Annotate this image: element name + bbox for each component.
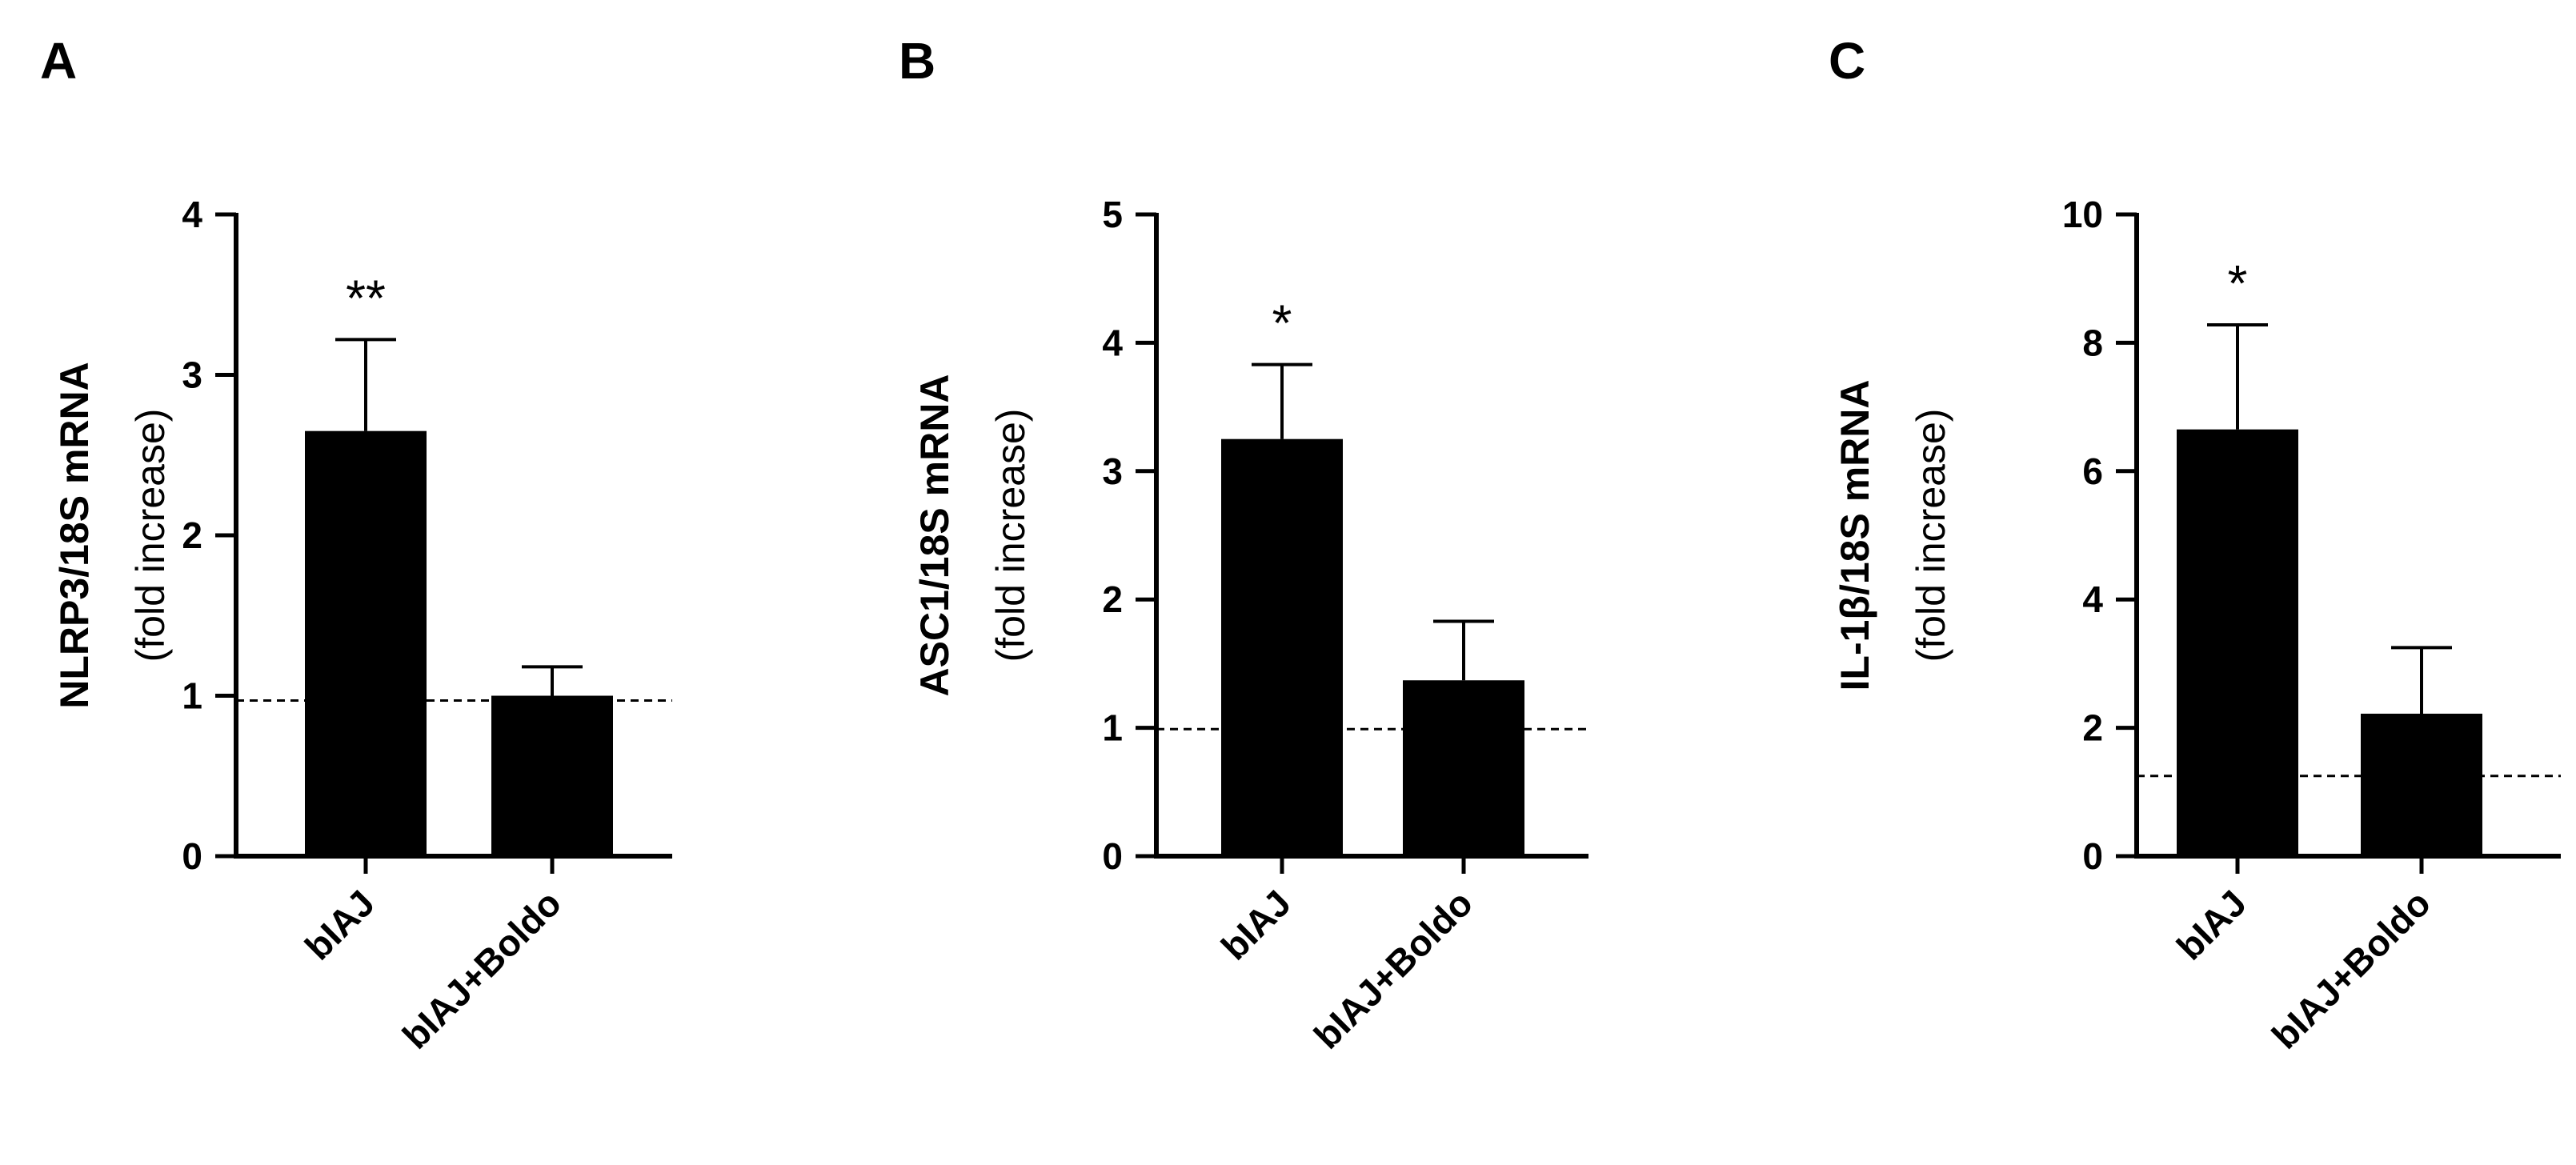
panel-c-ytick-label-2: 2 bbox=[2082, 707, 2103, 749]
panel-c-ytick-label-0: 0 bbox=[2082, 835, 2103, 877]
panel-a-ylabel-sub: (fold increase) bbox=[128, 409, 173, 663]
panel-a: A NLRP3/18S mRNA (fold increase) ** 0 1 2 3 4 bIA… bbox=[40, 32, 672, 1057]
panel-b-ytick-label-4: 4 bbox=[1102, 322, 1123, 363]
panel-c-ytick-label-10: 10 bbox=[2062, 194, 2103, 235]
panel-a-bar-2 bbox=[491, 695, 613, 856]
panel-b-bar-1 bbox=[1221, 438, 1343, 856]
panel-b-bar-2 bbox=[1403, 680, 1524, 856]
panel-c-significance-1: * bbox=[2228, 254, 2248, 312]
panel-b-category-label-1: bIAJ bbox=[1213, 882, 1299, 967]
panel-a-category-label-2: bIAJ+Boldo bbox=[395, 882, 569, 1056]
panel-a-ylabel: NLRP3/18S mRNA bbox=[52, 362, 97, 708]
panel-a-ytick-label-2: 2 bbox=[182, 514, 202, 556]
panel-c-letter: C bbox=[1829, 32, 1865, 90]
panel-b-letter: B bbox=[899, 32, 935, 90]
panel-b-ytick-label-0: 0 bbox=[1102, 835, 1123, 877]
panel-a-ytick-label-1: 1 bbox=[182, 675, 202, 717]
panel-b-ytick-label-2: 2 bbox=[1102, 578, 1123, 620]
panel-a-category-label-1: bIAJ bbox=[297, 882, 383, 967]
panel-c-bar-1 bbox=[2177, 429, 2298, 856]
panel-b-ytick-label-3: 3 bbox=[1102, 450, 1123, 492]
panel-c-ytick-label-6: 6 bbox=[2082, 450, 2103, 492]
panel-b-ylabel-sub: (fold increase) bbox=[988, 409, 1033, 663]
panel-a-bar-1 bbox=[305, 430, 427, 856]
panel-c-category-label-1: bIAJ bbox=[2169, 882, 2254, 967]
panel-c-ylabel-sub: (fold increase) bbox=[1909, 409, 1953, 663]
panel-c-ylabel: IL-1β/18S mRNA bbox=[1833, 380, 1877, 691]
panel-b: B ASC1/18S mRNA (fold increase) * 0 1 2 3 4 5 bIAJ… bbox=[899, 32, 1588, 1057]
panel-a-letter: A bbox=[40, 32, 77, 90]
panel-b-ytick-label-5: 5 bbox=[1102, 194, 1123, 235]
panel-c-ytick-label-4: 4 bbox=[2082, 578, 2103, 620]
panel-a-ytick-label-3: 3 bbox=[182, 354, 202, 396]
panel-c-ytick-label-8: 8 bbox=[2082, 322, 2103, 363]
panel-b-category-label-2: bIAJ+Boldo bbox=[1306, 882, 1480, 1056]
panel-a-significance-1: ** bbox=[346, 269, 386, 326]
panel-b-ylabel: ASC1/18S mRNA bbox=[912, 374, 957, 697]
panel-a-ytick-label-4: 4 bbox=[182, 194, 202, 235]
panel-c-category-label-2: bIAJ+Boldo bbox=[2264, 882, 2438, 1056]
panel-a-ytick-label-0: 0 bbox=[182, 835, 202, 877]
panel-c: C IL-1β/18S mRNA (fold increase) * 0 2 4 6 8 10 bI… bbox=[1829, 32, 2561, 1057]
panel-c-bar-2 bbox=[2361, 713, 2482, 856]
panel-b-ytick-label-1: 1 bbox=[1102, 707, 1123, 749]
panel-b-significance-1: * bbox=[1272, 294, 1292, 352]
